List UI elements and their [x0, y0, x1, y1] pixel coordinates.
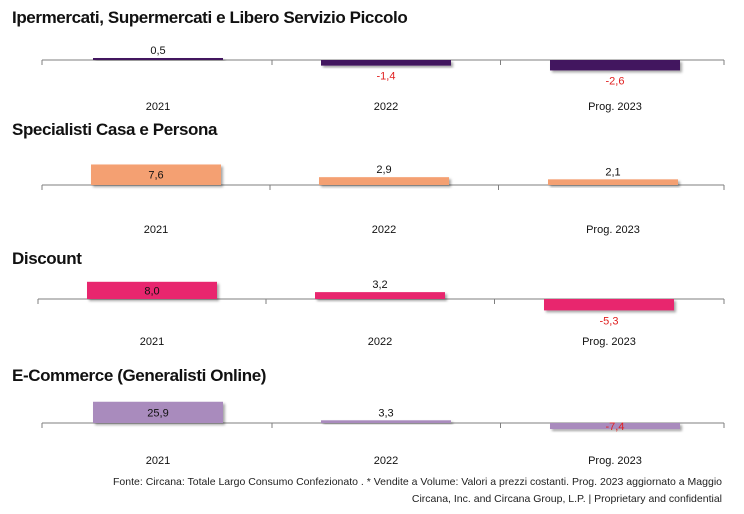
- data-label-ecommerce-0: 25,9: [147, 407, 168, 419]
- footer-source: Fonte: Circana: Totale Largo Consumo Con…: [113, 476, 722, 488]
- data-label-ecommerce-1: 3,3: [378, 407, 393, 419]
- chart-specialisti: 7,6 2021 2,9 2022 2,1 Prog. 2023: [41, 164, 725, 236]
- bar-specialisti-0: [91, 164, 221, 185]
- category-label-specialisti-2: Prog. 2023: [586, 224, 640, 236]
- category-label-specialisti-0: 2021: [144, 224, 168, 236]
- panel-title-ipermercati: Ipermercati, Supermercati e Libero Servi…: [12, 8, 408, 27]
- category-label-ipermercati-2: Prog. 2023: [588, 101, 642, 113]
- panel-title-specialisti: Specialisti Casa e Persona: [12, 120, 218, 139]
- category-label-ecommerce-0: 2021: [146, 455, 170, 467]
- category-label-discount-2: Prog. 2023: [582, 336, 636, 348]
- bar-specialisti-1: [319, 177, 449, 185]
- category-label-discount-1: 2022: [368, 336, 392, 348]
- footer-copyright: Circana, Inc. and Circana Group, L.P. | …: [411, 493, 722, 505]
- data-label-specialisti-0: 7,6: [148, 170, 163, 182]
- data-label-ipermercati-1: -1,4: [377, 71, 396, 83]
- data-label-ecommerce-2: -7,4: [606, 421, 625, 433]
- bar-ecommerce-1: [321, 420, 451, 423]
- panel-title-discount: Discount: [12, 249, 82, 268]
- chart-ecommerce: 25,9 2021 3,3 2022 -7,4 Prog. 2023: [41, 401, 725, 467]
- bar-ipermercati-0: [93, 58, 223, 60]
- category-label-ecommerce-1: 2022: [374, 455, 398, 467]
- bar-discount-2: [544, 299, 674, 311]
- data-label-discount-1: 3,2: [372, 279, 387, 291]
- chart-ipermercati: 0,5 2021 -1,4 2022 -2,6 Prog. 2023: [41, 45, 725, 113]
- bar-discount-0: [87, 281, 217, 299]
- category-label-ecommerce-2: Prog. 2023: [588, 455, 642, 467]
- category-label-ipermercati-0: 2021: [146, 101, 170, 113]
- data-label-ipermercati-2: -2,6: [606, 75, 625, 87]
- data-label-discount-2: -5,3: [600, 315, 619, 327]
- data-label-ipermercati-0: 0,5: [150, 45, 165, 57]
- chart-discount: 8,0 2021 3,2 2022 -5,3 Prog. 2023: [37, 279, 725, 348]
- category-label-discount-0: 2021: [140, 336, 164, 348]
- bar-specialisti-2: [548, 179, 678, 185]
- bar-discount-1: [315, 292, 445, 299]
- data-label-discount-0: 8,0: [144, 285, 159, 297]
- bar-ecommerce-2: [550, 423, 680, 430]
- bar-ipermercati-2: [550, 60, 680, 71]
- data-label-specialisti-2: 2,1: [605, 166, 620, 178]
- bar-ecommerce-0: [93, 401, 223, 423]
- data-label-specialisti-1: 2,9: [376, 164, 391, 176]
- category-label-ipermercati-1: 2022: [374, 101, 398, 113]
- panel-title-ecommerce: E-Commerce (Generalisti Online): [12, 366, 267, 385]
- category-label-specialisti-1: 2022: [372, 224, 396, 236]
- bar-ipermercati-1: [321, 60, 451, 66]
